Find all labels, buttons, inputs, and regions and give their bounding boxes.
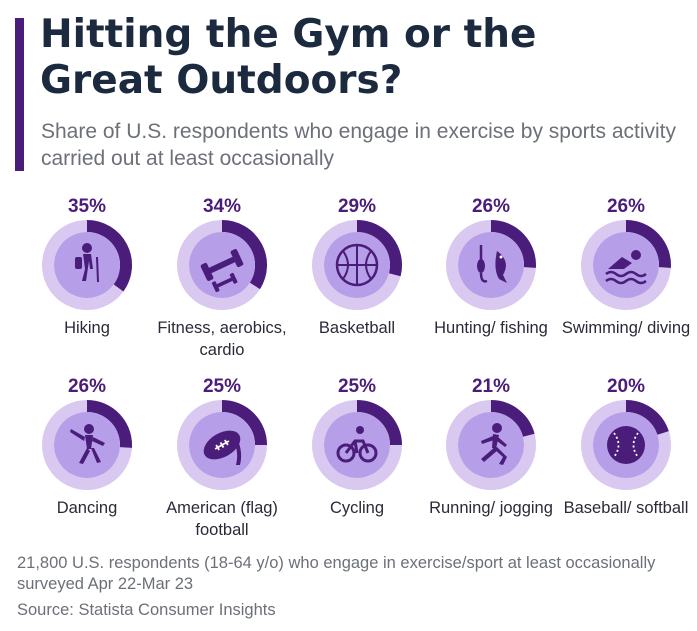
chart-title: Hitting the Gym or the Great Outdoors? (40, 12, 537, 103)
activity-card: 25% American (flag) football (155, 376, 289, 556)
category-label: Baseball/ softball (563, 499, 689, 517)
activity-card: 35% Hiking (20, 196, 154, 376)
activity-card: 29% Basketball (290, 196, 424, 376)
donut-segment (221, 400, 267, 446)
swimming-icon (605, 250, 647, 285)
dumbbell-icon (200, 249, 244, 293)
percent-label: 25% (202, 376, 242, 397)
donut-ring (312, 220, 402, 310)
baseball-icon (607, 426, 645, 464)
donut-segment (86, 400, 132, 448)
percent-label: 34% (202, 196, 242, 217)
percent-label: 35% (67, 196, 107, 217)
donut-ring (42, 220, 132, 310)
source-note: Source: Statista Consumer Insights (17, 601, 276, 619)
activity-card: 21% Running/ jogging (424, 376, 558, 556)
donut-inner (458, 412, 524, 478)
activity-card: 26% Hunting/ fishing (424, 196, 558, 376)
donut-segment (625, 220, 671, 268)
category-label: Fitness, aerobics, cardio (157, 319, 287, 359)
donut-segment (221, 220, 267, 290)
activity-card: 20% Baseball/ softball (559, 376, 693, 556)
percent-label: 25% (337, 376, 377, 397)
donut-segment (490, 400, 535, 438)
donut-ring (446, 400, 536, 490)
donut-segment (490, 220, 536, 268)
category-label: Swimming/ diving (561, 319, 691, 337)
percent-label: 20% (606, 376, 646, 397)
survey-note: 21,800 U.S. respondents (18-64 y/o) who … (17, 554, 656, 593)
donut-segment (86, 220, 132, 292)
chart-subtitle: Share of U.S. respondents who engage in … (41, 120, 677, 170)
category-label: Running/ jogging (429, 499, 553, 517)
donut-ring (446, 220, 536, 310)
donut-segment (356, 220, 402, 277)
percent-label: 26% (67, 376, 107, 397)
percent-label: 21% (471, 376, 511, 397)
category-label: Cycling (329, 499, 385, 517)
percent-label: 26% (606, 196, 646, 217)
running-icon (481, 423, 507, 465)
donut-segment (625, 400, 669, 436)
percent-label: 29% (337, 196, 377, 217)
activity-card: 26% Swimming/ diving (559, 196, 693, 376)
cycling-icon (336, 426, 378, 463)
activity-card: 25% Cycling (290, 376, 424, 556)
activity-card: 34% Fitness, aerobics, cardio (155, 196, 289, 376)
donut-ring (581, 220, 671, 310)
percent-label: 26% (471, 196, 511, 217)
hiking-icon (75, 243, 99, 282)
football-icon (203, 430, 242, 465)
donut-ring (177, 220, 267, 310)
category-label: American (flag) football (166, 499, 278, 539)
basketball-icon (335, 243, 379, 287)
donut-ring (312, 400, 402, 490)
category-label: Hiking (64, 319, 110, 337)
dancing-icon (70, 424, 105, 464)
accent-bar (15, 18, 24, 171)
category-label: Hunting/ fishing (434, 319, 548, 337)
activity-card: 26% Dancing (20, 376, 154, 556)
donut-ring (42, 400, 132, 490)
donut-ring (581, 400, 671, 490)
category-label: Basketball (318, 319, 396, 337)
category-label: Dancing (56, 499, 118, 517)
fishing-icon (477, 245, 507, 283)
donut-inner (458, 232, 524, 298)
donut-ring (177, 400, 267, 490)
donut-segment (356, 400, 402, 446)
